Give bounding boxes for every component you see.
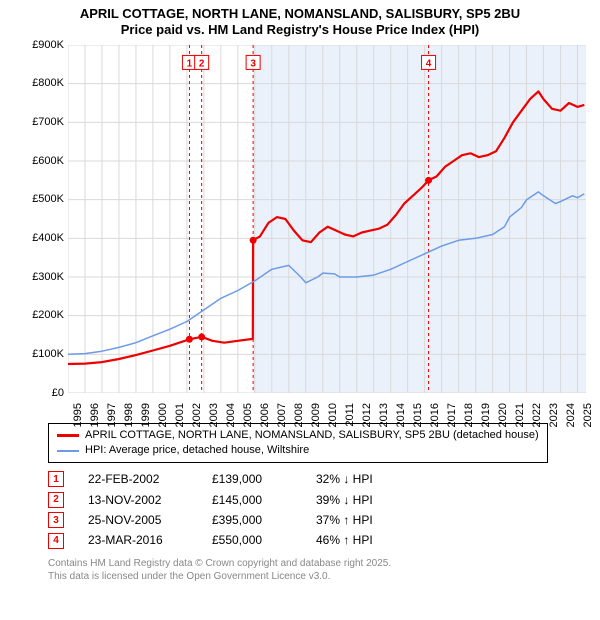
legend-swatch-hpi: [57, 450, 79, 452]
x-tick-label: 2015: [412, 403, 424, 427]
y-axis-labels: £0£100K£200K£300K£400K£500K£600K£700K£80…: [28, 45, 64, 395]
x-tick-label: 2018: [463, 403, 475, 427]
x-tick-label: 2003: [208, 403, 220, 427]
x-tick-label: 1996: [89, 403, 101, 427]
x-tick-label: 2002: [191, 403, 203, 427]
svg-text:3: 3: [250, 58, 256, 69]
y-tick-label: £100K: [32, 348, 64, 360]
legend: APRIL COTTAGE, NORTH LANE, NOMANSLAND, S…: [48, 423, 548, 464]
x-tick-label: 2012: [361, 403, 373, 427]
y-tick-label: £700K: [32, 116, 64, 128]
sale-hpi-delta: 37% ↑ HPI: [316, 510, 406, 530]
y-tick-label: £0: [52, 387, 64, 399]
sale-date: 22-FEB-2002: [88, 469, 188, 489]
x-tick-label: 2017: [446, 403, 458, 427]
sale-marker: 1: [48, 471, 64, 487]
x-tick-label: 2025: [582, 403, 594, 427]
legend-label-hpi: HPI: Average price, detached house, Wilt…: [85, 443, 309, 458]
sale-hpi-delta: 32% ↓ HPI: [316, 469, 406, 489]
y-tick-label: £200K: [32, 309, 64, 321]
sale-price: £550,000: [212, 530, 292, 550]
y-tick-label: £800K: [32, 77, 64, 89]
sale-price: £395,000: [212, 510, 292, 530]
plot-area: 12 3 4: [68, 45, 586, 393]
legend-swatch-price: [57, 434, 79, 437]
x-axis-labels: 1995199619971998199920002001200220032004…: [68, 393, 586, 415]
sale-date: 25-NOV-2005: [88, 510, 188, 530]
sale-row: 3 25-NOV-2005 £395,000 37% ↑ HPI: [48, 510, 590, 530]
sales-table: 1 22-FEB-2002 £139,000 32% ↓ HPI 2 13-NOV-200…: [48, 469, 590, 551]
x-tick-label: 1999: [140, 403, 152, 427]
chart-area: £0 £100K £200K £300K £400K £500K £600K £700K £80…: [30, 45, 590, 415]
x-tick-label: 1997: [106, 403, 118, 427]
x-tick-label: 2000: [157, 403, 169, 427]
y-tick-label: £400K: [32, 232, 64, 244]
x-tick-label: 1998: [123, 403, 135, 427]
sale-hpi-delta: 39% ↓ HPI: [316, 490, 406, 510]
legend-label-price: APRIL COTTAGE, NORTH LANE, NOMANSLAND, S…: [85, 428, 539, 443]
x-tick-label: 2023: [548, 403, 560, 427]
legend-row-price: APRIL COTTAGE, NORTH LANE, NOMANSLAND, S…: [57, 428, 539, 443]
x-tick-label: 1995: [72, 403, 84, 427]
x-tick-label: 2006: [259, 403, 271, 427]
sale-row: 4 23-MAR-2016 £550,000 46% ↑ HPI: [48, 530, 590, 550]
x-tick-label: 2013: [378, 403, 390, 427]
y-tick-label: £900K: [32, 39, 64, 51]
x-tick-label: 2020: [497, 403, 509, 427]
sale-row: 1 22-FEB-2002 £139,000 32% ↓ HPI: [48, 469, 590, 489]
x-tick-label: 2011: [344, 403, 356, 427]
page: APRIL COTTAGE, NORTH LANE, NOMANSLAND, S…: [0, 0, 600, 620]
svg-text:4: 4: [426, 58, 432, 69]
sale-price: £145,000: [212, 490, 292, 510]
x-tick-label: 2009: [310, 403, 322, 427]
svg-text:1: 1: [187, 58, 193, 69]
x-tick-label: 2004: [225, 403, 237, 427]
legend-row-hpi: HPI: Average price, detached house, Wilt…: [57, 443, 539, 458]
footer: Contains HM Land Registry data © Crown c…: [48, 557, 590, 583]
footer-line1: Contains HM Land Registry data © Crown c…: [48, 557, 590, 570]
sale-marker: 2: [48, 492, 64, 508]
x-tick-label: 2008: [293, 403, 305, 427]
x-tick-label: 2016: [429, 403, 441, 427]
sale-row: 2 13-NOV-2002 £145,000 39% ↓ HPI: [48, 490, 590, 510]
y-tick-label: £300K: [32, 271, 64, 283]
x-tick-label: 2010: [327, 403, 339, 427]
sale-marker: 3: [48, 512, 64, 528]
y-tick-label: £600K: [32, 155, 64, 167]
chart-svg: 12 3 4: [68, 45, 586, 393]
x-tick-label: 2014: [395, 403, 407, 427]
title-line1: APRIL COTTAGE, NORTH LANE, NOMANSLAND, S…: [80, 6, 520, 21]
sale-date: 23-MAR-2016: [88, 530, 188, 550]
title-line2: Price paid vs. HM Land Registry's House …: [121, 22, 480, 37]
sale-marker: 4: [48, 533, 64, 549]
x-tick-label: 2024: [565, 403, 577, 427]
x-tick-label: 2021: [514, 403, 526, 427]
x-tick-label: 2001: [174, 403, 186, 427]
chart-title: APRIL COTTAGE, NORTH LANE, NOMANSLAND, S…: [10, 6, 590, 39]
sale-date: 13-NOV-2002: [88, 490, 188, 510]
sale-price: £139,000: [212, 469, 292, 489]
footer-line2: This data is licensed under the Open Gov…: [48, 570, 590, 583]
x-tick-label: 2007: [276, 403, 288, 427]
sale-hpi-delta: 46% ↑ HPI: [316, 530, 406, 550]
x-tick-label: 2005: [242, 403, 254, 427]
x-tick-label: 2019: [480, 403, 492, 427]
svg-text:2: 2: [199, 58, 205, 69]
x-tick-label: 2022: [531, 403, 543, 427]
y-tick-label: £500K: [32, 193, 64, 205]
